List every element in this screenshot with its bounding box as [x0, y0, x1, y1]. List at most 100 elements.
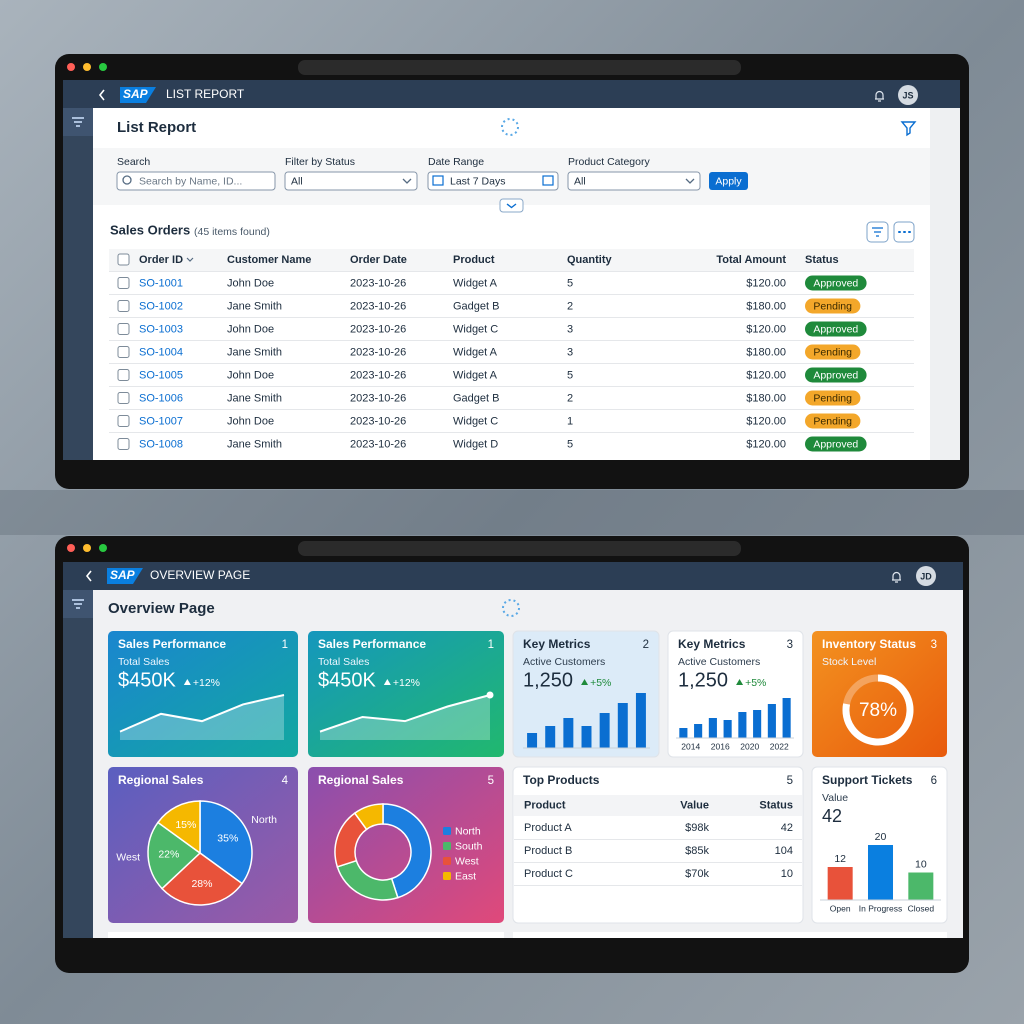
checkbox[interactable] — [117, 277, 130, 289]
cell-text: John Doe — [227, 369, 274, 381]
status-badge — [805, 321, 867, 337]
filter-icon[interactable] — [900, 121, 917, 137]
apply-button[interactable] — [709, 172, 748, 190]
slice-label: 22% — [158, 849, 179, 861]
bar — [767, 704, 776, 738]
checkbox[interactable] — [117, 438, 130, 450]
card-delta: +5% — [590, 677, 611, 689]
card-number: 2 — [643, 639, 649, 651]
card-subtitle: Total Sales — [318, 656, 369, 668]
page-header — [93, 108, 930, 148]
order-link[interactable]: SO-1008 — [139, 438, 183, 450]
bar — [563, 718, 574, 748]
filter-value: All — [574, 175, 586, 187]
filter-input[interactable] — [116, 171, 276, 191]
back-button[interactable] — [85, 570, 92, 582]
card[interactable] — [812, 631, 947, 757]
legend-label: North — [455, 825, 481, 837]
card-delta: +5% — [745, 677, 766, 689]
order-link[interactable]: SO-1007 — [139, 415, 183, 427]
cell-text: 3 — [567, 323, 573, 335]
pie-slice — [199, 800, 253, 885]
checkbox[interactable] — [117, 300, 130, 312]
cell-text: 2023-10-26 — [350, 300, 406, 312]
checkbox[interactable] — [117, 346, 130, 358]
slice-label: 15% — [175, 819, 196, 831]
status-text: Approved — [813, 277, 858, 289]
cell-text: $180.00 — [746, 392, 786, 404]
cell-text: 2023-10-26 — [350, 415, 406, 427]
cell-text: 2023-10-26 — [350, 346, 406, 358]
filter-input[interactable] — [427, 171, 559, 191]
cell-text: Product C — [524, 868, 573, 880]
card[interactable] — [108, 631, 298, 757]
window-zoom[interactable] — [99, 63, 107, 71]
notification-icon[interactable] — [892, 571, 901, 583]
checkbox[interactable] — [117, 323, 130, 335]
background-desk — [0, 490, 1024, 535]
card-partial — [108, 932, 504, 938]
filter-value: Last 7 Days — [450, 175, 505, 187]
order-link[interactable]: SO-1004 — [139, 346, 183, 358]
column-header: Product — [524, 799, 566, 811]
avatar[interactable] — [916, 566, 936, 586]
column-header: Order ID — [139, 254, 183, 266]
sparkline-area — [320, 695, 490, 740]
order-link[interactable]: SO-1006 — [139, 392, 183, 404]
avatar[interactable] — [898, 85, 918, 105]
card-title: Regional Sales — [318, 773, 404, 787]
order-link[interactable]: SO-1005 — [139, 369, 183, 381]
filter-input[interactable] — [567, 171, 701, 191]
checkbox[interactable] — [117, 253, 130, 266]
window-zoom[interactable] — [99, 544, 107, 552]
x-label: Closed — [908, 903, 935, 913]
dropdown-icon — [402, 178, 412, 184]
notification-icon[interactable] — [875, 90, 884, 102]
bar — [827, 867, 853, 900]
window-minimize[interactable] — [83, 544, 91, 552]
sparkline-end — [486, 691, 494, 699]
gauge-label: 78% — [859, 700, 897, 721]
cell-text: 2023-10-26 — [350, 369, 406, 381]
checkbox[interactable] — [117, 392, 130, 404]
calendar-icon — [432, 175, 444, 186]
card-title: Top Products — [523, 773, 600, 787]
filter-label: Search — [117, 156, 150, 168]
window-close[interactable] — [67, 544, 75, 552]
cell-text: $120.00 — [746, 323, 786, 335]
expand-button[interactable] — [499, 198, 524, 213]
bar — [708, 718, 717, 738]
x-label: 2022 — [770, 741, 789, 751]
cell-text: John Doe — [227, 415, 274, 427]
card-title: Regional Sales — [118, 773, 204, 787]
filter-input[interactable] — [284, 171, 418, 191]
slice-label: 28% — [191, 878, 212, 890]
order-link[interactable]: SO-1003 — [139, 323, 183, 335]
card-subtitle: Total Sales — [118, 656, 169, 668]
bar — [753, 710, 762, 738]
column-header: Total Amount — [716, 254, 786, 266]
window-minimize[interactable] — [83, 63, 91, 71]
back-button[interactable] — [98, 89, 105, 101]
checkbox[interactable] — [117, 369, 130, 381]
app-title: LIST REPORT — [166, 87, 245, 101]
filter-label: Date Range — [428, 156, 484, 168]
order-link[interactable]: SO-1001 — [139, 277, 183, 289]
status-badge — [805, 436, 867, 452]
order-link[interactable]: SO-1002 — [139, 300, 183, 312]
window-close[interactable] — [67, 63, 75, 71]
slice-category: West — [116, 851, 140, 863]
card[interactable] — [308, 631, 504, 757]
cell-text: $120.00 — [746, 277, 786, 289]
cell-text: 42 — [781, 822, 793, 834]
checkbox[interactable] — [117, 415, 130, 427]
logo-badge — [107, 568, 143, 584]
filter-value: All — [291, 175, 303, 187]
card-number: 1 — [282, 639, 288, 651]
card-number: 4 — [282, 775, 289, 787]
trend-up-icon — [736, 679, 744, 685]
legend-swatch — [443, 827, 451, 835]
table-header — [109, 249, 914, 271]
bar-value-label: 20 — [875, 831, 887, 843]
